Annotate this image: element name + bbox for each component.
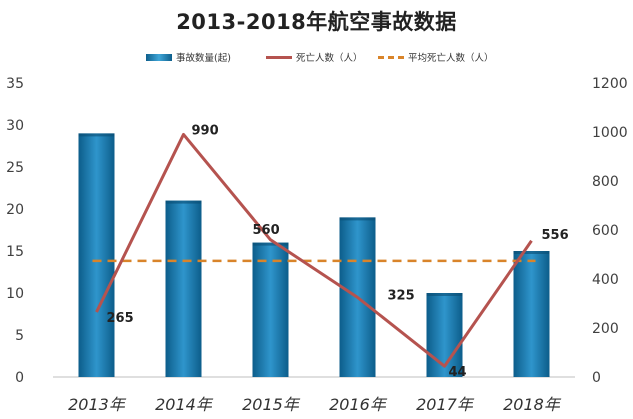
y-left-tick-label: 30 <box>6 118 24 134</box>
y-right-tick-label: 800 <box>592 174 619 190</box>
x-tick-label: 2015年 <box>242 395 301 414</box>
deaths-line <box>95 132 533 368</box>
y-right-tick-label: 1000 <box>592 125 628 141</box>
y-right-tick-label: 400 <box>592 272 619 288</box>
y-right-tick-label: 200 <box>592 321 619 337</box>
legend-label-deaths: 死亡人数（人） <box>296 53 363 64</box>
chart-title: 2013-2018年航空事故数据 <box>176 10 457 34</box>
data-label-deaths: 265 <box>107 311 134 326</box>
legend-swatch-line <box>266 55 292 59</box>
legend-label-accidents: 事故数量(起) <box>176 53 231 64</box>
y-left-tick-label: 10 <box>6 286 24 302</box>
bar-cap <box>339 217 376 221</box>
bar-accidents <box>252 242 289 377</box>
x-tick-label: 2014年 <box>155 395 214 414</box>
x-tick-label: 2016年 <box>329 395 388 414</box>
data-label-deaths: 556 <box>542 228 569 243</box>
y-left-tick-label: 0 <box>15 370 24 386</box>
x-tick-label: 2017年 <box>416 395 475 414</box>
y-left-tick-label: 15 <box>6 244 24 260</box>
data-label-deaths: 44 <box>449 365 467 380</box>
legend-item-average: 平均死亡人数（人） <box>378 50 494 66</box>
bar-accidents <box>78 133 115 377</box>
legend: 事故数量(起) 死亡人数（人） 平均死亡人数（人） <box>0 50 633 66</box>
legend-swatch-bar <box>146 53 172 61</box>
bar-accidents <box>165 200 202 377</box>
legend-label-average: 平均死亡人数（人） <box>408 53 494 64</box>
bar-cap <box>165 200 202 204</box>
legend-item-accidents: 事故数量(起) <box>146 50 231 66</box>
bar-cap <box>426 293 463 296</box>
y-right-tick-label: 0 <box>592 370 601 386</box>
y-left-tick-label: 35 <box>6 76 24 92</box>
data-label-deaths: 990 <box>192 123 219 138</box>
data-label-deaths: 560 <box>253 223 280 238</box>
bar-accidents <box>513 251 550 377</box>
y-left-tick-label: 25 <box>6 160 24 176</box>
y-left-tick-label: 20 <box>6 202 24 218</box>
bar-cap <box>78 133 115 137</box>
legend-item-deaths: 死亡人数（人） <box>266 50 363 66</box>
data-label-deaths: 325 <box>388 288 415 303</box>
bar-accidents <box>426 293 463 377</box>
x-tick-label: 2018年 <box>503 395 562 414</box>
y-right-tick-label: 600 <box>592 223 619 239</box>
x-tick-label: 2013年 <box>68 395 127 414</box>
legend-swatch-dashed <box>378 55 404 59</box>
y-left-tick-label: 5 <box>15 328 24 344</box>
y-right-tick-label: 1200 <box>592 76 628 92</box>
bar-cap <box>252 242 289 246</box>
bar-cap <box>513 251 550 254</box>
